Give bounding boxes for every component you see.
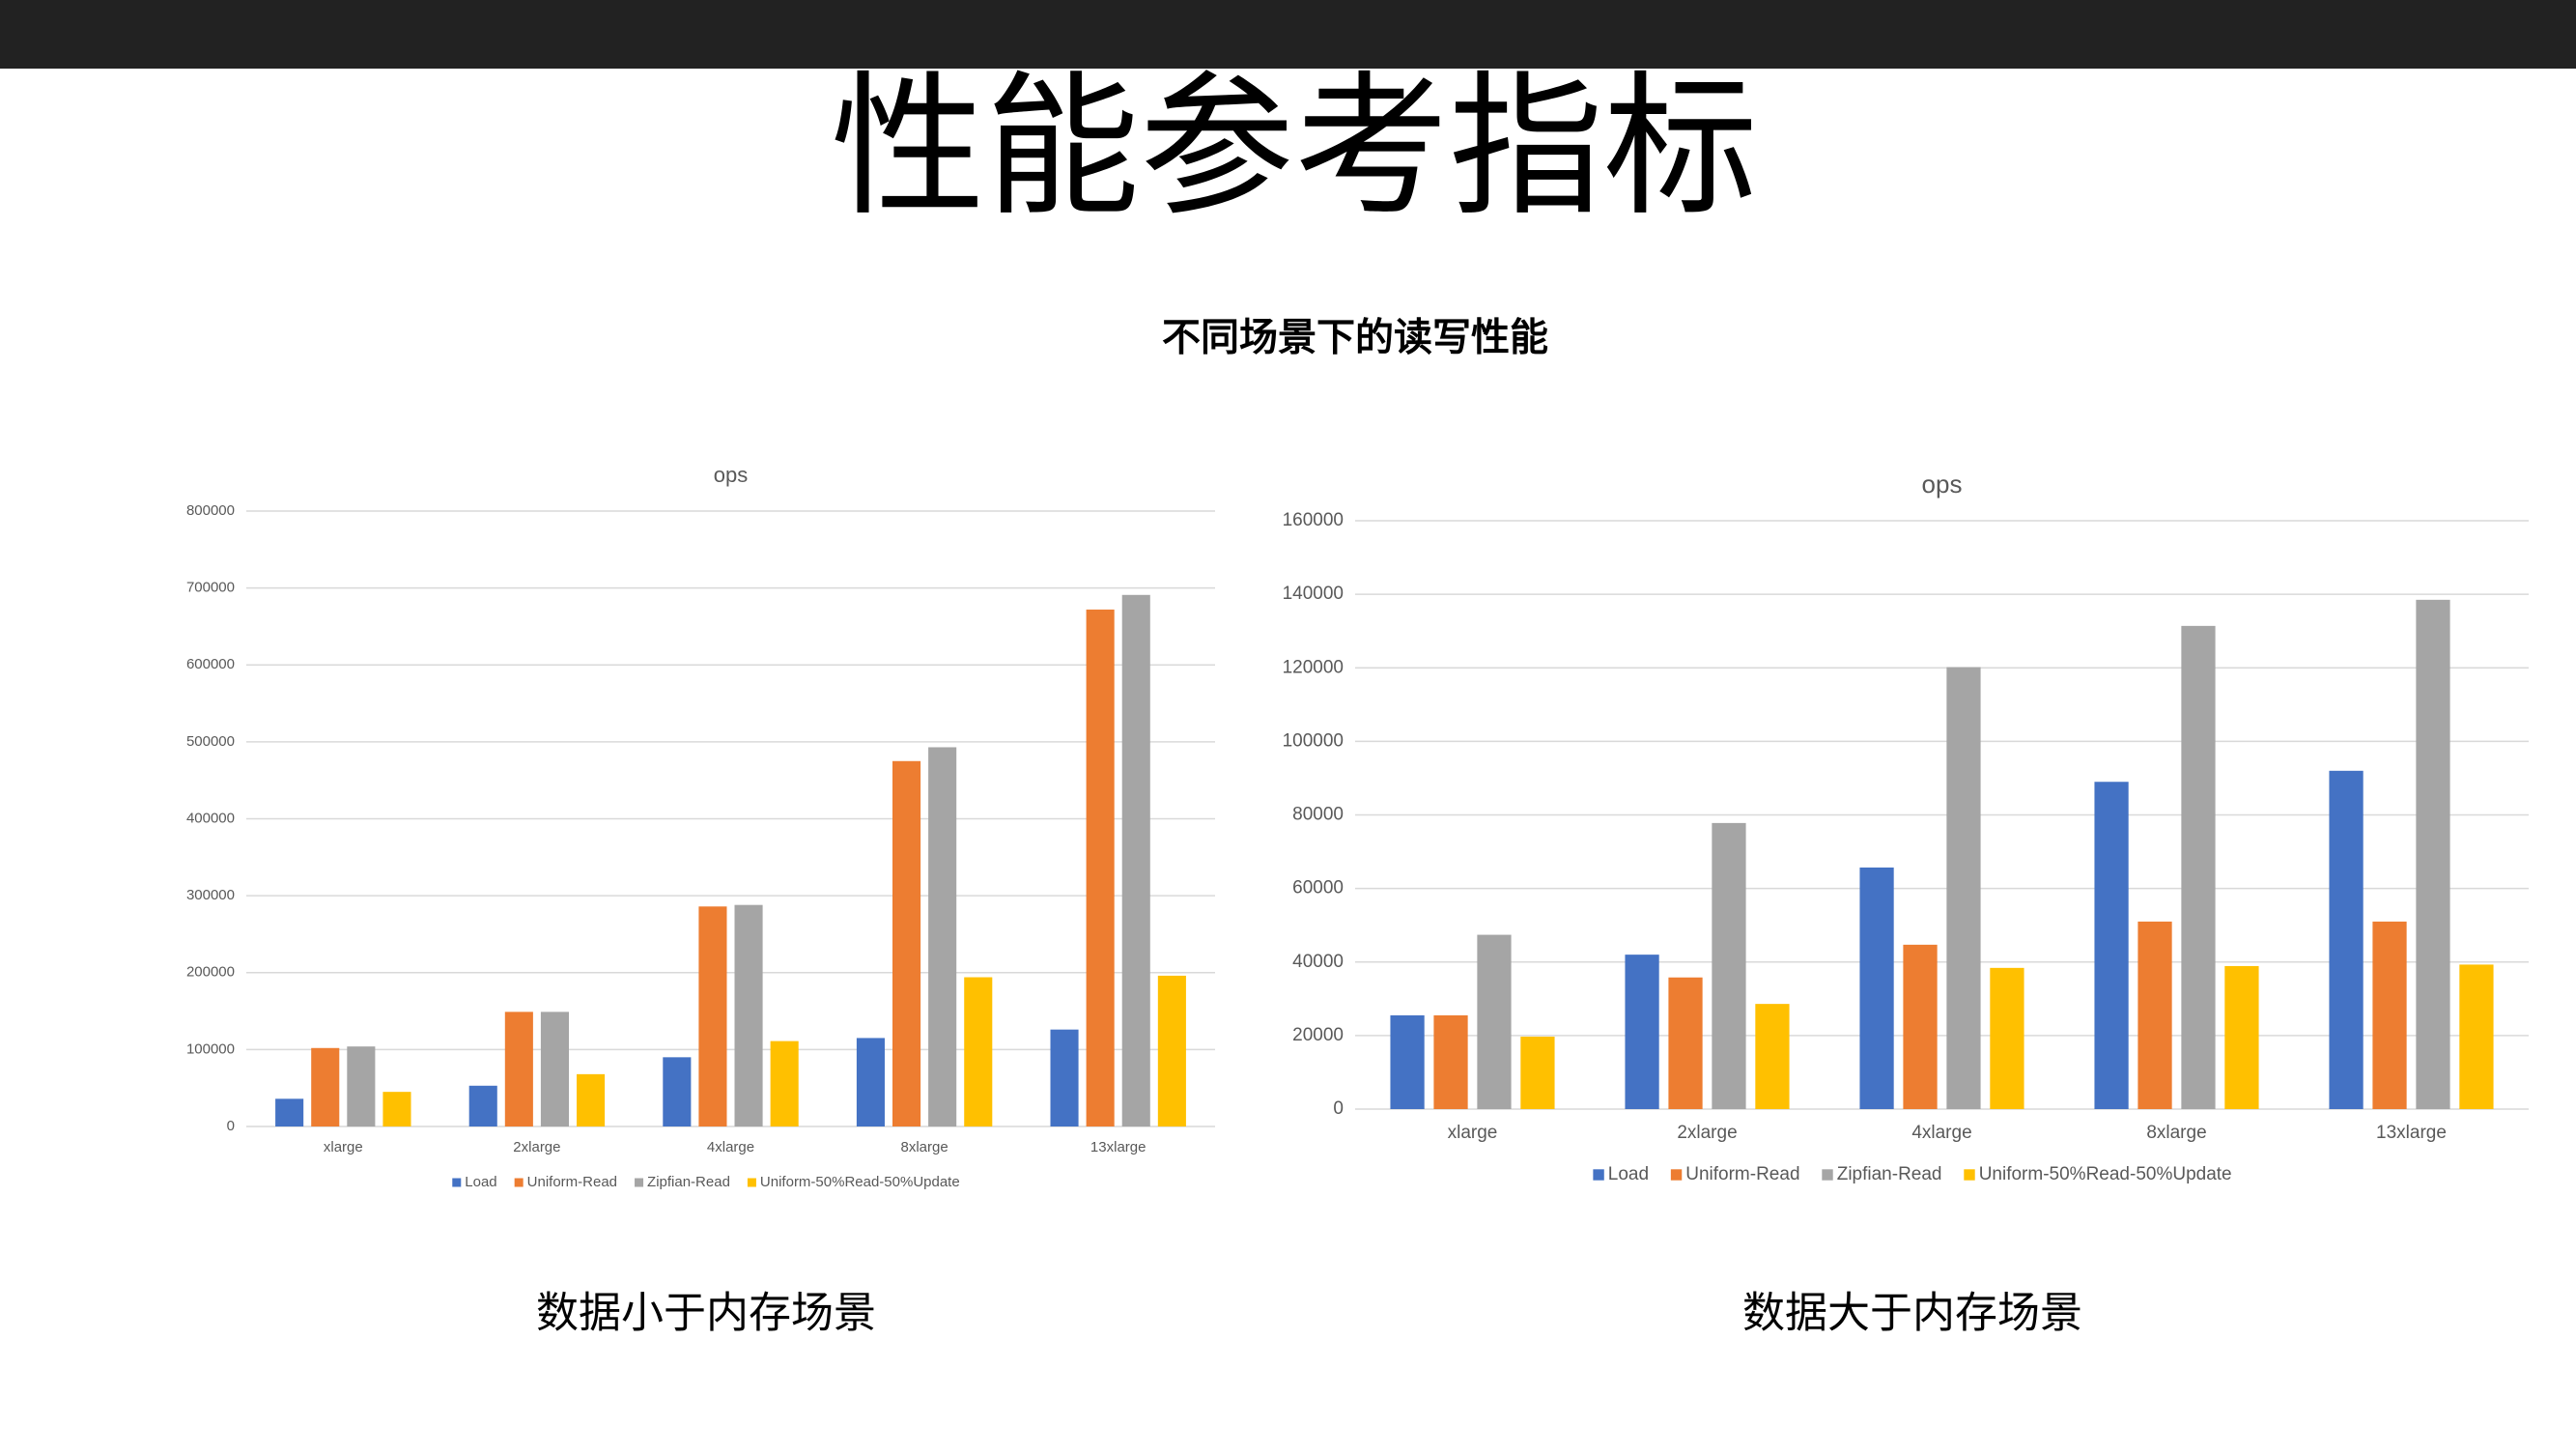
legend-swatch — [1670, 1169, 1683, 1181]
legend-swatch — [514, 1178, 524, 1187]
legend-swatch — [1964, 1169, 1975, 1181]
bar — [311, 1047, 340, 1126]
y-tick-label: 700000 — [186, 580, 235, 596]
y-tick-label: 200000 — [186, 964, 235, 981]
bar — [1990, 967, 2024, 1109]
x-tick-label: 13xlarge — [2376, 1123, 2447, 1143]
bar — [1520, 1037, 1555, 1109]
legend-label: Uniform-50%Read-50%Update — [1979, 1164, 2232, 1184]
bar — [2094, 782, 2129, 1109]
bar — [770, 1041, 799, 1126]
y-tick-label: 140000 — [1283, 584, 1344, 604]
bar — [468, 1085, 497, 1126]
legend-label: Zipfian-Read — [647, 1174, 730, 1190]
bar — [892, 760, 921, 1126]
bar — [964, 977, 993, 1126]
bar — [504, 1012, 533, 1126]
y-tick-label: 120000 — [1283, 657, 1344, 677]
y-tick-label: 40000 — [1292, 952, 1344, 972]
bar — [1050, 1029, 1079, 1126]
y-tick-label: 0 — [1333, 1098, 1344, 1119]
slide-subtitle: 不同场景下的读写性能 — [1162, 317, 1548, 359]
x-tick-label: 2xlarge — [1677, 1123, 1737, 1143]
top-bar — [0, 0, 2576, 69]
bar — [1121, 594, 1150, 1126]
bar — [275, 1098, 304, 1126]
chart-title: ops — [714, 463, 748, 487]
bar — [2416, 599, 2450, 1109]
x-tick-label: 8xlarge — [900, 1139, 948, 1155]
legend-label: Load — [1608, 1164, 1649, 1184]
bar — [1433, 1014, 1468, 1109]
y-tick-label: 800000 — [186, 502, 235, 519]
bar — [856, 1038, 885, 1126]
legend-label: Zipfian-Read — [1837, 1164, 1942, 1184]
legend-swatch — [1822, 1169, 1833, 1181]
chart-caption: 数据大于内存场景 — [1742, 1290, 2082, 1337]
y-tick-label: 100000 — [1283, 730, 1344, 751]
x-tick-label: xlarge — [1448, 1123, 1498, 1143]
y-tick-label: 600000 — [186, 656, 235, 672]
bar — [2329, 770, 2364, 1109]
y-tick-label: 20000 — [1292, 1025, 1344, 1045]
bar — [1712, 822, 1746, 1109]
bar — [698, 906, 727, 1126]
bar — [1157, 975, 1186, 1126]
bar — [1859, 867, 1894, 1109]
y-tick-label: 500000 — [186, 733, 235, 750]
y-tick-label: 0 — [227, 1118, 235, 1134]
bar — [2372, 921, 2407, 1109]
x-tick-label: 8xlarge — [2146, 1123, 2206, 1143]
chart-caption: 数据小于内存场景 — [536, 1290, 876, 1337]
x-tick-label: 2xlarge — [513, 1139, 560, 1155]
bar — [1086, 609, 1115, 1126]
y-tick-label: 100000 — [186, 1041, 235, 1057]
bar — [2459, 964, 2494, 1109]
y-tick-label: 400000 — [186, 810, 235, 826]
bar — [1477, 934, 1512, 1109]
bar — [1390, 1014, 1425, 1109]
bar — [1625, 955, 1659, 1109]
legend-label: Load — [465, 1174, 496, 1190]
legend-label: Uniform-Read — [1685, 1164, 1799, 1184]
x-tick-label: 13xlarge — [1090, 1139, 1146, 1155]
y-tick-label: 80000 — [1292, 805, 1344, 825]
x-tick-label: 4xlarge — [707, 1139, 754, 1155]
bar — [1946, 667, 1981, 1109]
bar — [663, 1057, 692, 1126]
legend-label: Uniform-50%Read-50%Update — [760, 1174, 960, 1190]
bar — [2181, 625, 2216, 1109]
bar — [2137, 921, 2172, 1109]
bar — [928, 747, 957, 1126]
legend-swatch — [635, 1178, 644, 1187]
bar — [540, 1012, 569, 1126]
y-tick-label: 160000 — [1283, 510, 1344, 530]
y-tick-label: 300000 — [186, 887, 235, 903]
legend-swatch — [452, 1178, 462, 1187]
y-tick-label: 60000 — [1292, 878, 1344, 898]
x-tick-label: xlarge — [324, 1139, 363, 1155]
legend-swatch — [747, 1178, 756, 1187]
bar — [1903, 944, 1938, 1109]
bar — [1668, 977, 1703, 1109]
bar — [382, 1092, 411, 1126]
bar — [2224, 965, 2259, 1109]
bar — [347, 1046, 376, 1126]
bar — [734, 904, 763, 1126]
bar — [1755, 1004, 1790, 1109]
x-tick-label: 4xlarge — [1911, 1123, 1971, 1143]
bar — [577, 1073, 606, 1126]
legend-swatch — [1593, 1169, 1604, 1181]
slide-title: 性能参考指标 — [831, 60, 1758, 233]
chart-title: ops — [1922, 470, 1963, 499]
legend-label: Uniform-Read — [527, 1174, 617, 1190]
